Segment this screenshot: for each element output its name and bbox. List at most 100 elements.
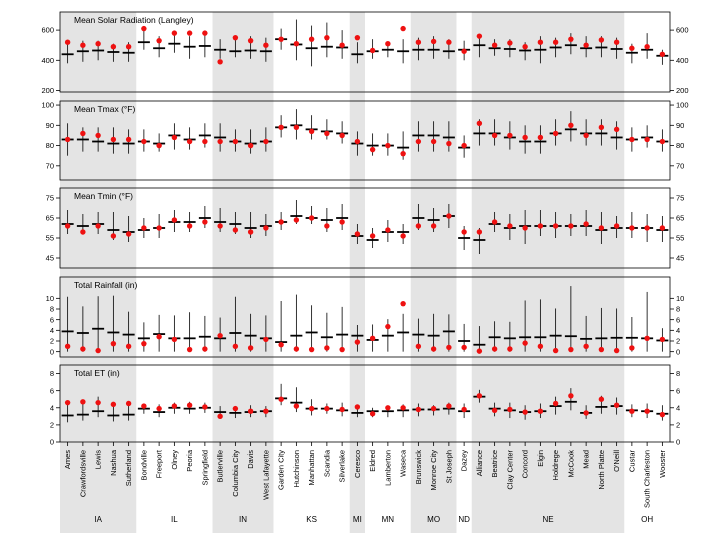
observed-dot bbox=[125, 343, 132, 350]
panel-title: Mean Tmin (°F) bbox=[74, 191, 133, 201]
observed-dot bbox=[430, 405, 437, 412]
observed-dot bbox=[644, 408, 650, 414]
observed-dot bbox=[537, 134, 544, 141]
observed-dot bbox=[263, 408, 269, 414]
observed-dot bbox=[430, 223, 437, 229]
site-label: Olney bbox=[170, 450, 179, 470]
site-label: Scandia bbox=[322, 449, 331, 477]
observed-dot bbox=[110, 340, 117, 347]
observed-dot bbox=[644, 44, 650, 50]
observed-dot bbox=[354, 138, 361, 145]
y-tick-label-right: 10 bbox=[676, 294, 684, 303]
observed-dot bbox=[171, 217, 178, 223]
observed-dot bbox=[247, 37, 254, 44]
observed-dot bbox=[476, 33, 483, 39]
state-label-mn: MN bbox=[382, 515, 395, 524]
observed-dot bbox=[80, 130, 86, 137]
observed-dot bbox=[659, 411, 666, 418]
y-tick-label-right: 4 bbox=[676, 403, 680, 412]
observed-dot bbox=[568, 393, 574, 399]
observed-dot bbox=[141, 403, 147, 409]
observed-dot bbox=[583, 221, 589, 227]
observed-dot bbox=[613, 223, 620, 229]
y-tick-label-left: 8 bbox=[50, 305, 54, 314]
observed-dot bbox=[507, 40, 513, 46]
panel-title: Mean Solar Radiation (Langley) bbox=[74, 15, 194, 25]
observed-dot bbox=[369, 233, 376, 239]
observed-dot bbox=[339, 42, 345, 48]
observed-dot bbox=[491, 219, 498, 225]
observed-dot bbox=[217, 223, 223, 229]
observed-dot bbox=[552, 347, 559, 354]
state-label-in: IN bbox=[239, 515, 247, 524]
observed-dot bbox=[461, 142, 467, 149]
observed-dot bbox=[324, 223, 330, 229]
observed-dot bbox=[583, 343, 589, 350]
observed-dot bbox=[202, 30, 208, 36]
observed-dot bbox=[354, 404, 361, 410]
site-label: West Lafayette bbox=[261, 450, 270, 500]
observed-dot bbox=[415, 406, 422, 413]
y-tick-label-right: 2 bbox=[676, 420, 680, 429]
observed-dot bbox=[400, 233, 406, 239]
observed-dot bbox=[644, 225, 650, 231]
observed-dot bbox=[278, 342, 284, 348]
observed-dot bbox=[522, 44, 528, 50]
observed-dot bbox=[232, 343, 239, 350]
observed-dot bbox=[278, 36, 284, 42]
observed-dot bbox=[64, 343, 71, 350]
observed-dot bbox=[400, 25, 406, 32]
observed-dot bbox=[247, 408, 254, 414]
observed-dot bbox=[598, 225, 605, 231]
observed-dot bbox=[308, 346, 315, 353]
observed-dot bbox=[125, 400, 132, 407]
observed-dot bbox=[583, 42, 589, 48]
observed-dot bbox=[476, 393, 483, 399]
site-label: Concord bbox=[521, 450, 530, 478]
observed-dot bbox=[491, 407, 498, 414]
observed-dot bbox=[629, 345, 635, 351]
observed-dot bbox=[568, 223, 574, 229]
observed-dot bbox=[95, 132, 101, 139]
observed-dot bbox=[476, 120, 483, 126]
observed-dot bbox=[598, 124, 605, 131]
observed-dot bbox=[354, 34, 361, 41]
observed-dot bbox=[156, 334, 162, 340]
observed-dot bbox=[263, 42, 269, 48]
y-tick-label-left: 6 bbox=[50, 386, 54, 395]
y-tick-label-right: 400 bbox=[676, 56, 689, 65]
y-tick-label-right: 100 bbox=[676, 101, 689, 110]
site-label: Garden City bbox=[277, 450, 286, 490]
site-label: South Charleston bbox=[643, 450, 652, 508]
site-label: St Joseph bbox=[444, 450, 453, 483]
site-label: Lamberton bbox=[383, 450, 392, 486]
panel-3: Mean Tmin (°F) 45 45 55 55 65 65 75 75 bbox=[46, 187, 684, 269]
observed-dot bbox=[263, 225, 269, 231]
site-label: Clay Center bbox=[505, 450, 514, 490]
site-label: Manhattan bbox=[307, 450, 316, 485]
y-tick-label-left: 0 bbox=[50, 438, 54, 447]
site-label: Wooster bbox=[658, 450, 667, 478]
observed-dot bbox=[278, 124, 284, 131]
observed-dot bbox=[202, 346, 208, 352]
observed-dot bbox=[369, 411, 376, 417]
observed-dot bbox=[507, 223, 513, 229]
observed-dot bbox=[80, 346, 86, 352]
observed-dot bbox=[247, 229, 254, 235]
observed-dot bbox=[186, 30, 193, 36]
y-tick-label-right: 4 bbox=[676, 326, 680, 335]
y-tick-label-right: 75 bbox=[676, 194, 684, 203]
site-label: Crawfordsville bbox=[78, 450, 87, 497]
y-tick-label-left: 200 bbox=[41, 86, 54, 95]
observed-dot bbox=[568, 122, 574, 129]
y-tick-label-left: 400 bbox=[41, 56, 54, 65]
state-label-il: IL bbox=[171, 515, 178, 524]
observed-dot bbox=[186, 346, 193, 353]
observed-dot bbox=[110, 44, 117, 50]
site-label: Alliance bbox=[475, 450, 484, 476]
site-label: Columbia City bbox=[231, 450, 240, 497]
observed-dot bbox=[522, 340, 528, 346]
observed-dot bbox=[537, 343, 544, 350]
panel-1: Mean Solar Radiation (Langley) 200 200 400 4… bbox=[41, 11, 689, 95]
